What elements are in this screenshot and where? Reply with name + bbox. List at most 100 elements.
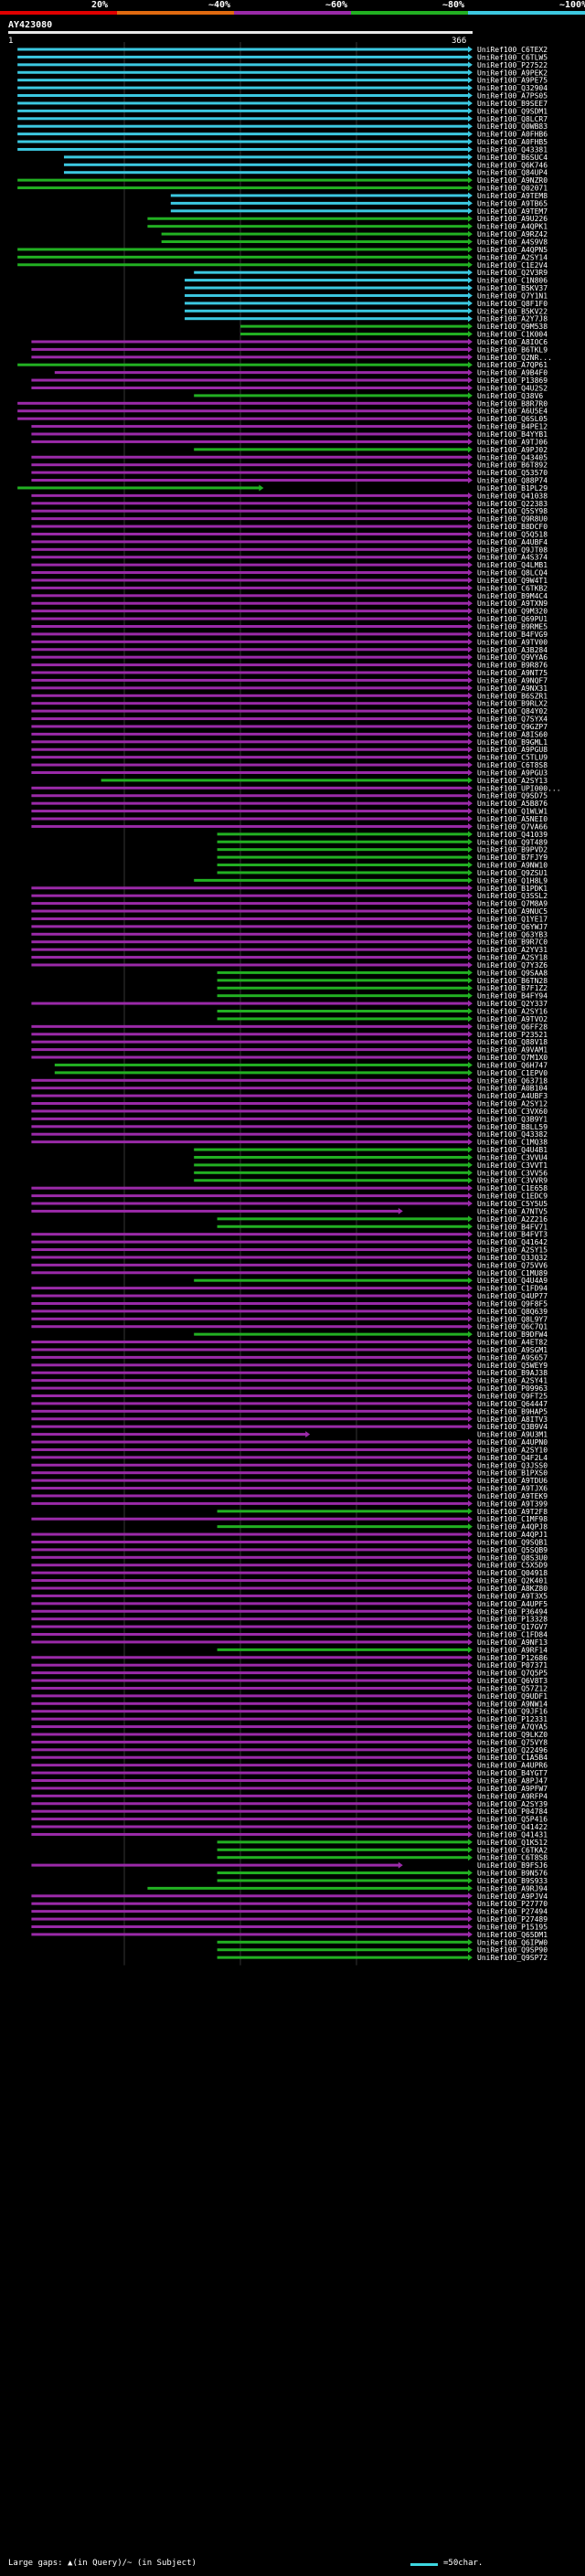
alignment-row: UniRef100_Q9T489 <box>217 838 548 846</box>
alignment-row: UniRef100_Q9M538 <box>240 323 548 331</box>
alignment-row: UniRef100_P27489 <box>31 1915 548 1924</box>
hit-arrow <box>468 46 473 53</box>
hit-arrow <box>468 1177 473 1184</box>
hit-bar <box>31 663 470 667</box>
alignment-row: UniRef100_A2SY15 <box>31 1246 548 1255</box>
hit-arrow <box>468 608 473 615</box>
hit-bar <box>147 225 469 228</box>
hit-id: UniRef100_B6SUC4 <box>477 154 548 162</box>
hit-arrow <box>468 1277 473 1284</box>
hit-arrow <box>468 185 473 192</box>
hit-bar <box>31 640 470 643</box>
hit-arrow <box>468 1877 473 1884</box>
hit-arrow <box>468 1915 473 1923</box>
hit-id: UniRef100_Q8Q639 <box>477 1308 548 1316</box>
alignment-row: UniRef100_P27522 <box>17 61 548 69</box>
hit-arrow <box>468 338 473 345</box>
hit-bar <box>31 1325 470 1329</box>
hit-bar <box>31 517 470 521</box>
hit-bar <box>31 1555 470 1559</box>
hit-arrow <box>468 1469 473 1477</box>
hit-id: UniRef100_C5TLU9 <box>477 754 548 762</box>
hit-bar <box>31 1463 470 1467</box>
hit-bar <box>31 1501 470 1505</box>
hit-id: UniRef100_B6TKL9 <box>477 345 548 354</box>
hit-bar <box>31 1440 470 1444</box>
hit-arrow <box>468 361 473 368</box>
hit-id: UniRef100_Q7M8A9 <box>477 900 548 908</box>
hit-bar <box>217 1224 469 1228</box>
alignment-row: UniRef100_A9TJX6 <box>31 1485 548 1493</box>
alignment-row: UniRef100_A4UBF4 <box>31 538 548 546</box>
hit-arrow <box>468 1330 473 1338</box>
hit-id: UniRef100_A2Z216 <box>477 1215 548 1224</box>
hit-arrow <box>468 469 473 476</box>
hit-arrow <box>468 92 473 100</box>
hit-arrow <box>468 1569 473 1576</box>
hit-id: UniRef100_Q3SSL2 <box>477 892 548 900</box>
hit-id: UniRef100_A9TVO2 <box>477 1015 548 1023</box>
alignment-row: UniRef100_P36494 <box>31 1607 548 1616</box>
hit-id: UniRef100_B9AJ38 <box>477 1369 548 1377</box>
alignment-row: UniRef100_Q9SAA8 <box>217 969 548 977</box>
hit-id: UniRef100_C1EPV0 <box>477 1069 548 1077</box>
hit-arrow <box>468 969 473 976</box>
alignment-row: UniRef100_C1K004 <box>240 331 548 339</box>
hit-bar <box>31 1748 470 1752</box>
hit-arrow <box>468 1161 473 1169</box>
hit-id: UniRef100_Q84UP4 <box>477 169 548 177</box>
hit-bar <box>31 702 470 705</box>
hit-id: UniRef100_B9RME5 <box>477 623 548 631</box>
hit-arrow <box>468 392 473 399</box>
query-sequence-bar <box>8 31 473 34</box>
hit-id: UniRef100_Q5P416 <box>477 1816 548 1824</box>
scale-bar <box>410 2563 438 2566</box>
hit-bar <box>31 1263 470 1267</box>
hit-id: UniRef100_Q22496 <box>477 1746 548 1754</box>
hit-arrow <box>468 492 473 499</box>
alignment-row: UniRef100_Q63718 <box>31 1076 548 1085</box>
hit-bar <box>161 232 469 236</box>
hit-arrow <box>468 277 473 284</box>
hit-id: UniRef100_Q9SP72 <box>477 1954 548 1962</box>
hit-id: UniRef100_Q6K746 <box>477 161 548 169</box>
hit-bar <box>17 248 469 251</box>
hit-bar <box>170 194 470 197</box>
hit-id: UniRef100_Q41431 <box>477 1830 548 1839</box>
alignment-row: UniRef100_B9S933 <box>217 1877 548 1885</box>
hit-bar <box>31 732 470 736</box>
hit-bar <box>31 902 470 906</box>
hit-bar <box>31 1863 399 1867</box>
hit-id: UniRef100_A9NT75 <box>477 669 548 677</box>
hit-arrow <box>468 638 473 645</box>
alignment-row: UniRef100_Q7VA66 <box>31 822 548 831</box>
alignment-row: UniRef100_Q4UP77 <box>31 1292 548 1300</box>
hit-id: UniRef100_Q3B9Y1 <box>477 1115 548 1123</box>
legend-segment <box>0 11 117 15</box>
hit-arrow <box>468 707 473 715</box>
alignment-row: UniRef100_P12331 <box>31 1715 548 1723</box>
hit-id: UniRef100_Q63YB3 <box>477 930 548 938</box>
hit-bar <box>31 1386 470 1390</box>
hit-bar <box>240 333 469 336</box>
hit-arrow <box>468 1908 473 1915</box>
alignment-row: UniRef100_C3VV56 <box>194 1169 548 1177</box>
alignment-row: UniRef100_B9N576 <box>217 1870 548 1878</box>
alignment-row: UniRef100_Q3SSL2 <box>31 892 548 900</box>
hit-id: UniRef100_A9PE75 <box>477 77 548 85</box>
hit-arrow <box>468 800 473 807</box>
hit-arrow <box>468 1353 473 1361</box>
hit-arrow <box>468 1846 473 1853</box>
hit-arrow <box>468 1830 473 1838</box>
alignment-row: UniRef100_B8R7R0 <box>17 399 548 408</box>
hit-arrow <box>468 569 473 577</box>
alignment-row: UniRef100_A5B876 <box>31 800 548 808</box>
alignment-row: UniRef100_A9PJ02 <box>194 446 548 454</box>
hit-bar <box>31 509 470 513</box>
hit-bar <box>31 1717 470 1721</box>
hit-arrow <box>468 1931 473 1938</box>
hit-arrow <box>468 1661 473 1669</box>
hit-bar <box>31 1825 470 1829</box>
hit-id: UniRef100_A9SGM1 <box>477 1346 548 1354</box>
hit-bar <box>31 1733 470 1736</box>
